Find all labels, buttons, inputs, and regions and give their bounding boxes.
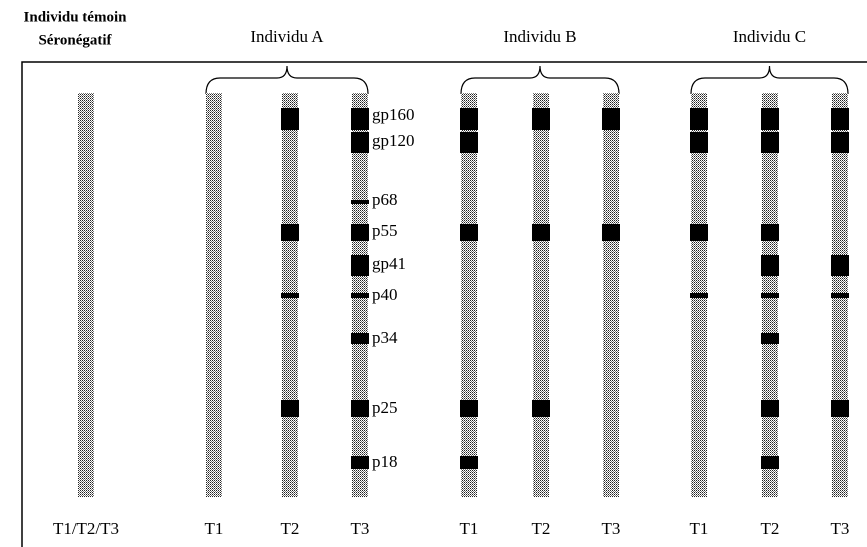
band (831, 132, 849, 153)
band (351, 400, 369, 417)
lane-label: T3 (602, 519, 621, 538)
band (351, 293, 369, 298)
band (690, 108, 708, 130)
band-label: p68 (372, 190, 398, 209)
band (460, 224, 478, 241)
band-label: p25 (372, 398, 398, 417)
strip (461, 93, 477, 497)
band-label: gp120 (372, 131, 415, 150)
band (460, 400, 478, 417)
band (351, 456, 369, 469)
band (460, 132, 478, 153)
band (351, 132, 369, 153)
band-label: p34 (372, 328, 398, 347)
band (351, 200, 369, 204)
band (532, 224, 550, 241)
band (761, 293, 779, 298)
band (281, 108, 299, 130)
lane-label: T1/T2/T3 (53, 519, 119, 538)
band (281, 224, 299, 241)
lane-label: T3 (351, 519, 370, 538)
band (690, 293, 708, 298)
band (761, 400, 779, 417)
band (761, 108, 779, 130)
band (690, 224, 708, 241)
band (602, 224, 620, 241)
brace (691, 66, 848, 94)
band (351, 333, 369, 344)
band (831, 400, 849, 417)
band (602, 108, 620, 130)
lane-label: T1 (205, 519, 224, 538)
strip (533, 93, 549, 497)
group-title: Individu C (733, 27, 806, 46)
brace (206, 66, 368, 94)
band (460, 108, 478, 130)
band (351, 108, 369, 130)
band (532, 108, 550, 130)
band (831, 293, 849, 298)
frame (22, 62, 867, 547)
lane-label: T2 (281, 519, 300, 538)
band (831, 255, 849, 276)
strip (78, 93, 94, 497)
band (351, 255, 369, 276)
lane-label: T1 (460, 519, 479, 538)
strip (206, 93, 222, 497)
band (761, 132, 779, 153)
band (761, 333, 779, 344)
group-title: Individu A (250, 27, 324, 46)
band (281, 293, 299, 298)
lane-label: T1 (690, 519, 709, 538)
band-label: p55 (372, 221, 398, 240)
band (281, 400, 299, 417)
band-label: p40 (372, 285, 398, 304)
band (690, 132, 708, 153)
band (532, 400, 550, 417)
lane-label: T2 (761, 519, 780, 538)
control-title: Individu témoin (24, 9, 128, 25)
strip (603, 93, 619, 497)
control-title: Séronégatif (38, 32, 112, 48)
group-title: Individu B (503, 27, 576, 46)
lane-label: T2 (532, 519, 551, 538)
band (460, 456, 478, 469)
band-label: gp41 (372, 254, 406, 273)
lane-label: T3 (831, 519, 850, 538)
band-label: gp160 (372, 105, 415, 124)
western-blot: Individu témoin Séronégatif T1/T2/T3 Indi… (0, 0, 867, 547)
band (351, 224, 369, 241)
brace (461, 66, 619, 94)
band (761, 224, 779, 241)
band (761, 255, 779, 276)
band-label: p18 (372, 452, 398, 471)
band (831, 108, 849, 130)
band (761, 456, 779, 469)
